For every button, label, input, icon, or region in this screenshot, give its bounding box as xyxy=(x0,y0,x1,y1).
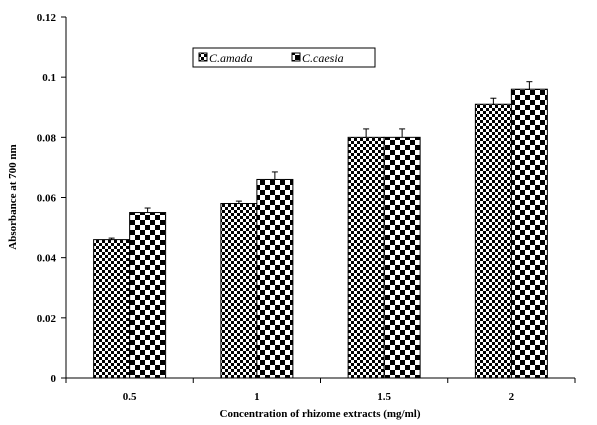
x-tick-label: 0.5 xyxy=(123,391,137,403)
legend-swatch-c-caesia xyxy=(291,52,301,62)
x-tick-label: 1.5 xyxy=(377,391,391,403)
bar-c-caesia-0_5 xyxy=(129,212,167,379)
legend-frame xyxy=(192,47,376,68)
x-tick-label: 1 xyxy=(254,391,260,403)
y-tick-label: 0.04 xyxy=(37,253,57,265)
bar-c-amada-0_5 xyxy=(93,239,131,379)
bar-c-caesia-1 xyxy=(256,178,294,379)
y-tick-label: 0.02 xyxy=(37,313,57,325)
x-axis-title: Concentration of rhizome extracts (mg/ml… xyxy=(220,408,421,420)
bar-c-caesia-1_5 xyxy=(383,136,421,379)
y-tick-label: 0 xyxy=(51,373,57,385)
bars xyxy=(93,88,548,379)
legend-label-c-amada: C.amada xyxy=(209,51,253,65)
bar-c-amada-1 xyxy=(220,203,258,379)
bar-c-caesia-2 xyxy=(510,88,548,379)
bar-c-amada-1_5 xyxy=(347,136,385,379)
y-tick-label: 0.08 xyxy=(37,132,57,144)
x-ticks: 0.5 1 1.5 2 xyxy=(65,378,576,403)
x-tick-label: 2 xyxy=(509,391,515,403)
legend: C.amada C.caesia xyxy=(192,47,376,68)
error-bars xyxy=(108,81,533,240)
y-tick-label: 0.06 xyxy=(37,193,57,205)
y-axis-title: Absorbance at 700 nm xyxy=(7,144,19,249)
y-ticks: 0 0.02 0.04 0.06 0.08 0.1 0.12 xyxy=(37,12,66,385)
bar-c-amada-2 xyxy=(474,103,512,379)
y-tick-label: 0.1 xyxy=(42,72,56,84)
legend-label-c-caesia: C.caesia xyxy=(302,51,344,65)
legend-swatch-c-amada xyxy=(198,52,208,62)
y-tick-label: 0.12 xyxy=(37,12,57,24)
